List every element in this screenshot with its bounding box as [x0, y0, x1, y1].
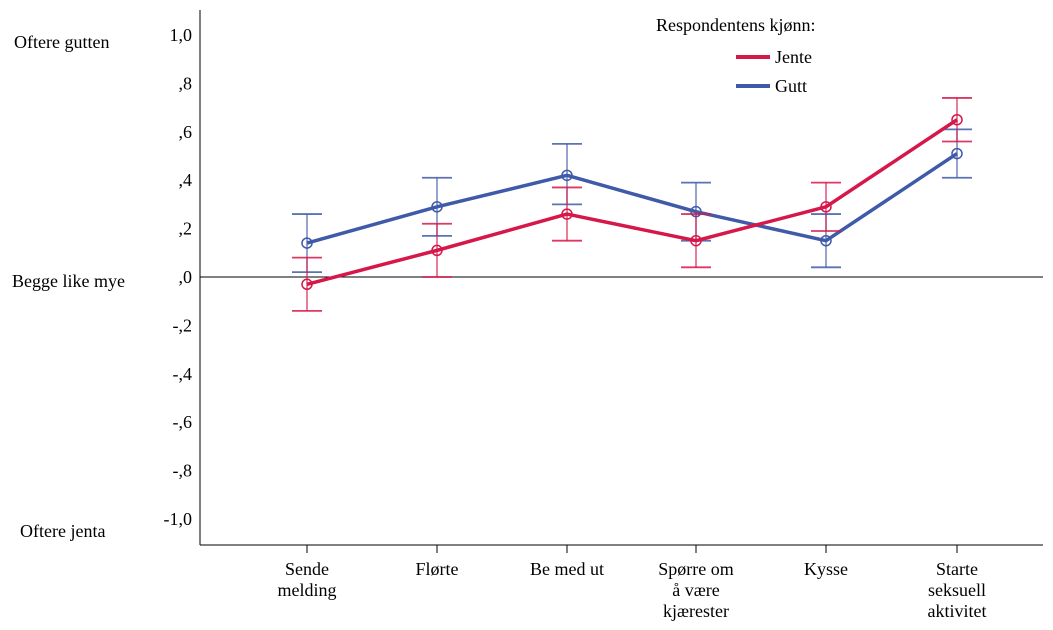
data-point-gutt [951, 147, 963, 160]
x-tick-label-line: Kysse [804, 559, 848, 579]
y-tick-label: ,6 [179, 122, 193, 142]
series-jente [292, 97, 972, 312]
x-tick-label-line: Be med ut [530, 559, 604, 579]
y-annotations: Oftere gutten Begge like mye Oftere jenta [12, 32, 125, 541]
y-tick-label: -,4 [173, 364, 193, 384]
x-tick-label-line: Starte [936, 559, 978, 579]
y-tick-label: 1,0 [170, 25, 193, 45]
x-tick-label-line: kjærester [663, 601, 729, 621]
data-point-jente [431, 244, 443, 257]
annotation-oftere-jenta: Oftere jenta [20, 521, 105, 541]
data-point-gutt [561, 169, 573, 182]
y-tick-label: -,6 [173, 412, 193, 432]
data-point-jente [820, 201, 832, 213]
data-point-jente [301, 278, 313, 291]
x-tick-label-line: melding [278, 580, 337, 600]
x-tick-label: Kysse [804, 559, 848, 579]
data-point-gutt [431, 201, 443, 213]
x-tick-label-line: seksuell [928, 580, 986, 600]
data-point-gutt [820, 234, 832, 247]
x-tick-label: Flørte [416, 559, 459, 579]
series-line-jente [306, 118, 958, 286]
data-point-jente [951, 113, 963, 126]
data-point-jente [690, 234, 702, 247]
annotation-oftere-gutten: Oftere gutten [14, 32, 109, 52]
annotation-begge-like-mye: Begge like mye [12, 271, 125, 291]
x-tick-label-line: aktivitet [928, 601, 987, 621]
y-tick-label: ,0 [179, 267, 193, 287]
series-line-gutt [306, 152, 958, 245]
legend-label-gutt: Gutt [775, 76, 807, 96]
y-tick-label: -,8 [173, 461, 193, 481]
chart-axes [199, 10, 1043, 553]
data-point-jente [561, 208, 573, 220]
legend-label-jente: Jente [775, 47, 812, 67]
y-tick-label: ,4 [179, 170, 193, 190]
x-tick-labels: Sende melding Flørte Be med ut Spørre om å væ… [278, 559, 987, 621]
data-point-gutt [301, 237, 313, 249]
x-tick-label-line: Sende [285, 559, 329, 579]
series-gutt [292, 128, 972, 274]
x-tick-label: Sende melding [278, 559, 337, 600]
y-tick-label: -1,0 [164, 509, 193, 529]
x-tick-label: Be med ut [530, 559, 604, 579]
x-tick-label-line: Spørre om [658, 559, 734, 579]
legend: Respondentens kjønn: Jente Gutt [656, 15, 816, 96]
x-tick-label: Starte seksuell aktivitet [928, 559, 987, 621]
x-tick-label-line: Flørte [416, 559, 459, 579]
y-tick-label: ,2 [179, 219, 193, 239]
y-tick-labels: 1,0 ,8 ,6 ,4 ,2 ,0 -,2 -,4 -,6 -,8 -1,0 [164, 25, 193, 529]
y-tick-label: -,2 [173, 315, 193, 335]
x-tick-label: Spørre om å være kjærester [658, 559, 734, 621]
series-group [292, 97, 972, 312]
legend-title: Respondentens kjønn: [656, 15, 816, 35]
y-tick-label: ,8 [179, 73, 193, 93]
x-tick-label-line: å være [672, 580, 719, 600]
